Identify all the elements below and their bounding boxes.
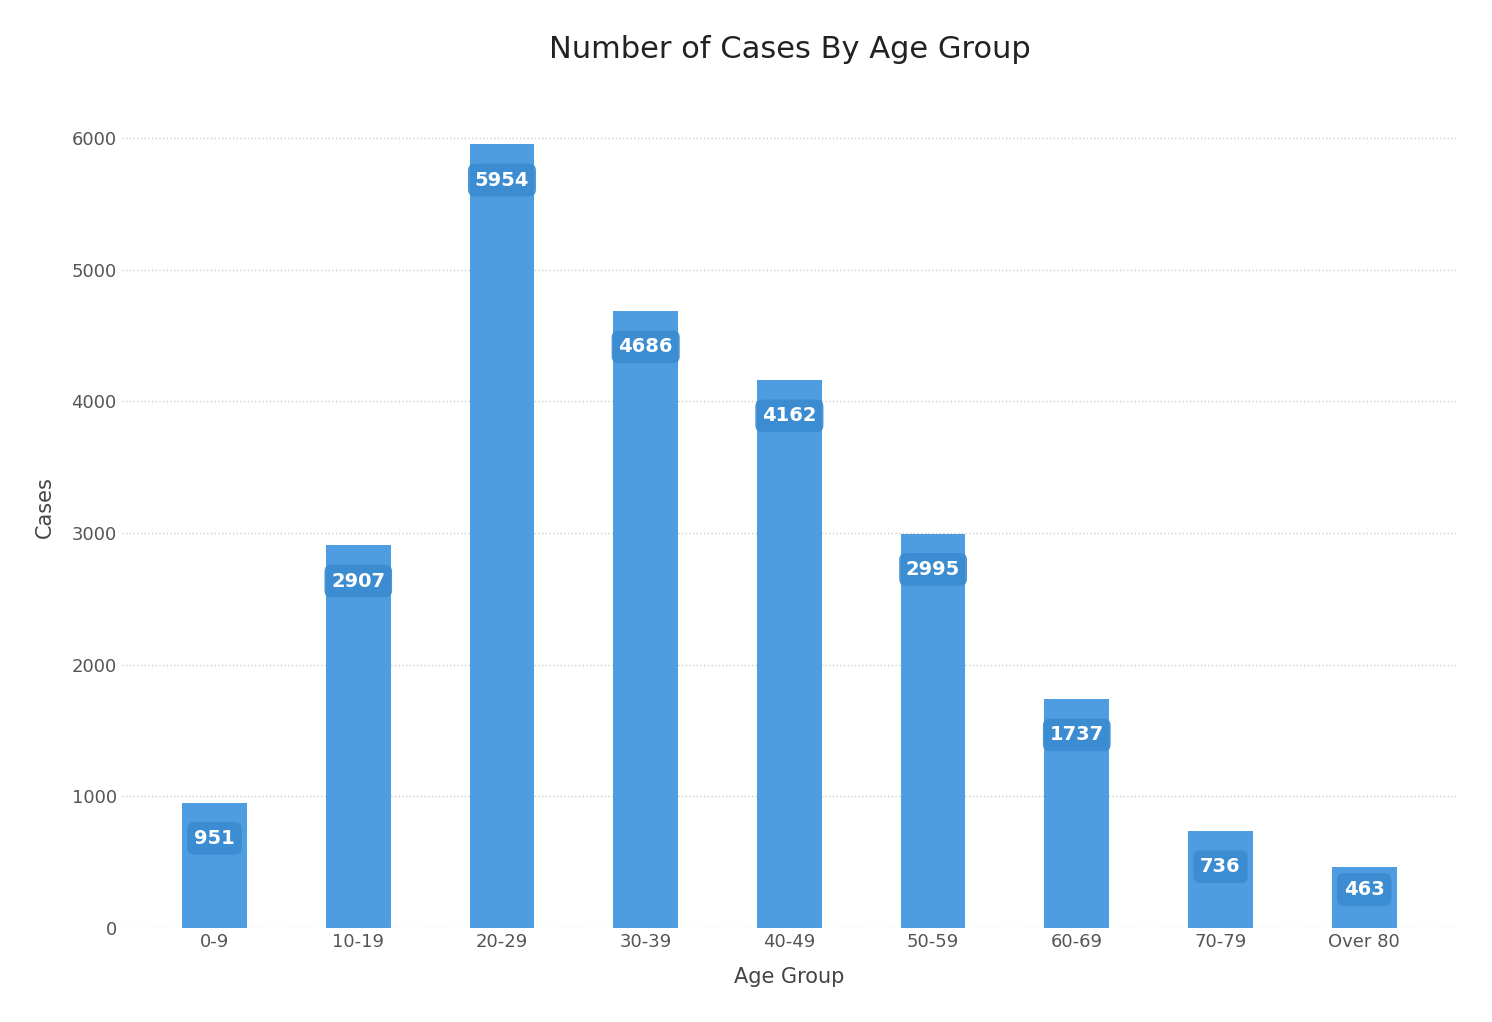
Y-axis label: Cases: Cases <box>34 475 55 538</box>
Text: 4686: 4686 <box>618 337 673 357</box>
Text: 4162: 4162 <box>762 407 816 425</box>
Bar <box>901 533 965 928</box>
Bar <box>325 545 391 928</box>
Bar <box>1332 867 1397 928</box>
Text: 2995: 2995 <box>906 560 961 578</box>
X-axis label: Age Group: Age Group <box>734 967 844 987</box>
Text: 2907: 2907 <box>331 571 385 591</box>
Title: Number of Cases By Age Group: Number of Cases By Age Group <box>549 35 1031 63</box>
Text: 951: 951 <box>194 829 234 848</box>
Bar <box>470 144 534 928</box>
Bar <box>1188 831 1253 928</box>
Text: 463: 463 <box>1344 880 1385 899</box>
Text: 1737: 1737 <box>1050 726 1104 744</box>
Bar <box>756 380 822 928</box>
Bar <box>182 802 246 928</box>
Bar <box>1044 699 1109 928</box>
Text: 736: 736 <box>1200 857 1241 876</box>
Text: 5954: 5954 <box>474 171 530 189</box>
Bar <box>613 311 677 928</box>
